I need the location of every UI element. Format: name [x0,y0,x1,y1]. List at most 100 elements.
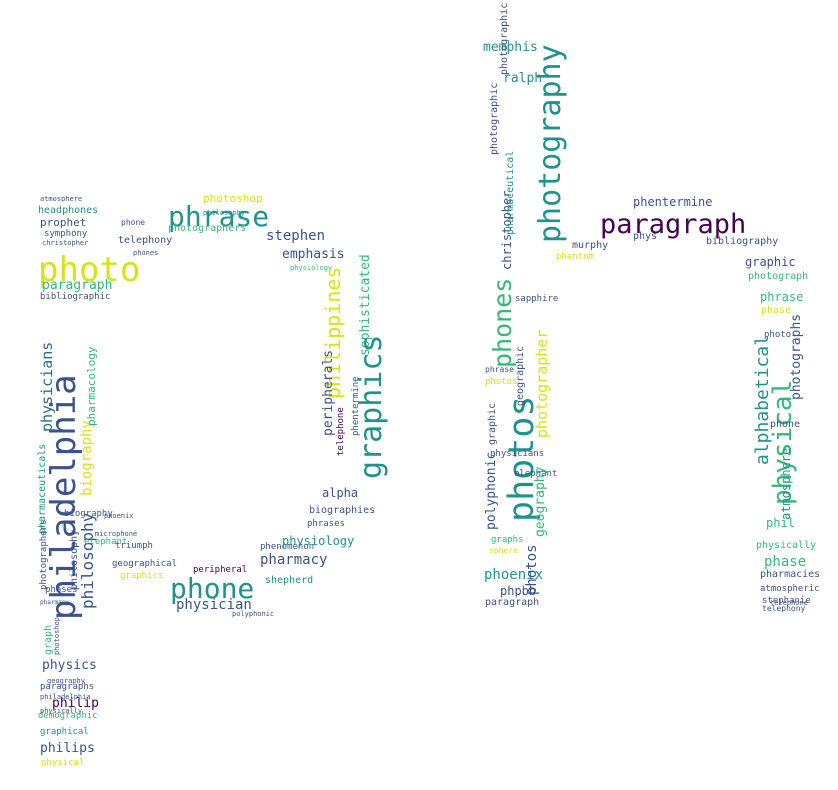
word-cloud-word: headphones [38,205,99,216]
word-cloud-word: phone [770,419,801,430]
word-cloud-word: alpha [322,486,359,500]
word-cloud-word: phrase [760,290,804,304]
word-cloud-word: philosophy [203,209,246,217]
word-cloud-word: elephant [514,469,558,479]
word-cloud-word: phil [766,516,795,530]
word-cloud-word: elephant [84,537,128,547]
word-cloud-word: philadelphia [40,693,91,701]
word-cloud-word: telephone [336,407,346,456]
word-cloud-word: phantom [556,252,594,262]
word-cloud-word: paragraph [485,597,540,608]
word-cloud-word: phases [45,585,78,595]
word-cloud-word: photos [485,377,518,387]
word-cloud-word: geography [47,677,85,685]
word-cloud-word: sapphire [515,294,559,304]
word-cloud-word: atmosphere [40,195,83,203]
word-cloud-word: geographical [112,559,178,569]
word-cloud-word: peripherals [321,349,336,436]
word-cloud-word: graphics [120,571,164,581]
word-cloud-word: graphical [40,727,89,737]
word-cloud-word: graphic [745,255,796,269]
word-cloud-word: emphasis [282,247,345,262]
word-cloud-word: phrase [168,200,270,233]
word-cloud-word: phys [633,231,658,242]
word-cloud-word: pharmacies [760,569,821,580]
word-cloud-word: photoshop [203,192,263,205]
word-cloud-word: murphy [572,240,609,251]
word-cloud-word: phase [761,305,792,316]
word-cloud-word: phentermine [351,376,361,436]
word-cloud-word: bibliographic [40,292,111,302]
word-cloud-word: paragraph [42,278,113,293]
word-cloud-word: paragraphs [40,682,95,692]
word-cloud-word: pharmacology [85,346,98,426]
word-cloud-word: microphone [95,530,138,538]
word-cloud-word: physicians [38,341,56,432]
word-cloud-word: photoshop [53,617,61,655]
word-cloud-word: telephone [770,599,808,607]
word-cloud-word: physically [756,540,817,551]
word-cloud-word: paragraph [600,209,747,240]
word-cloud-word: philosophy [69,529,80,590]
word-cloud-word: bibliography [706,236,779,247]
word-cloud-word: polyphonic [484,451,499,530]
word-cloud-word: prophet [40,216,87,229]
word-cloud-word: polyphonic [232,610,275,618]
word-cloud-word: graphic [487,402,498,445]
word-cloud-word: geographic [515,345,526,406]
word-cloud-word: sphere [489,546,518,555]
word-cloud-word: photographic [499,2,510,75]
word-cloud-word: graphs [491,535,524,545]
word-cloud-word: pharmaceutical [505,150,516,235]
word-cloud-word: biography [79,420,95,496]
word-cloud-word: telephony [762,604,806,613]
word-cloud-word: graphics [354,334,389,480]
word-cloud-word: triumph [115,541,153,551]
word-cloud-word: phenomenon [260,542,315,552]
word-cloud-word: photography [533,44,568,243]
word-cloud-word: stephanie [762,596,811,606]
word-cloud-word: physicians [490,449,545,459]
word-cloud-word: phoenix [104,512,134,520]
word-cloud-word: phones [133,249,159,257]
word-cloud-word: phrase [485,365,514,374]
word-cloud-word: phone [121,218,146,227]
word-cloud-word: physiology [282,534,355,548]
word-cloud-word: photograph [748,271,809,282]
word-cloud-word: photographer [533,329,551,438]
word-cloud-word: biography [64,509,113,519]
word-cloud-word: phones [488,277,517,368]
word-cloud-word: christopher [42,239,89,247]
word-cloud-word: physiology [290,264,333,272]
word-cloud-word: demographic [38,711,98,721]
word-cloud-word: phoenix [484,567,544,583]
word-cloud-word: philips [40,741,95,756]
word-cloud-word: phone [170,572,255,605]
word-cloud-word: photo [764,330,792,340]
word-cloud-word: pharmacy [260,552,328,568]
word-cloud-word: physical [41,758,85,768]
word-cloud-word: philip [52,696,99,711]
word-cloud-word: biographies [309,505,376,516]
word-cloud-word: stephen [266,228,326,244]
word-cloud-word: telephony [118,235,173,246]
word-cloud-word: physician [176,597,252,613]
word-cloud-word: photos [524,544,540,595]
word-cloud-word: photographic [489,82,500,155]
word-cloud-word: pharmacy [40,599,69,606]
word-cloud-word: physics [42,658,97,673]
word-cloud-word: phase [764,554,807,570]
word-cloud-word: atmosphere [779,447,793,520]
word-cloud-word: peripheral [193,565,248,575]
word-cloud-word: philosophy [78,512,97,609]
word-cloud-word: physically [40,707,83,715]
word-cloud-word: ralph [503,71,543,86]
word-cloud-word: phentermine [633,195,713,209]
word-cloud-word: atmospheric [760,584,820,594]
word-cloud-word: photo [38,250,141,290]
word-cloud-word: phpbb [500,584,537,598]
word-cloud-word: photographers [39,519,49,590]
word-cloud-word: symphony [44,229,88,239]
word-cloud-word: photographers [168,223,247,234]
